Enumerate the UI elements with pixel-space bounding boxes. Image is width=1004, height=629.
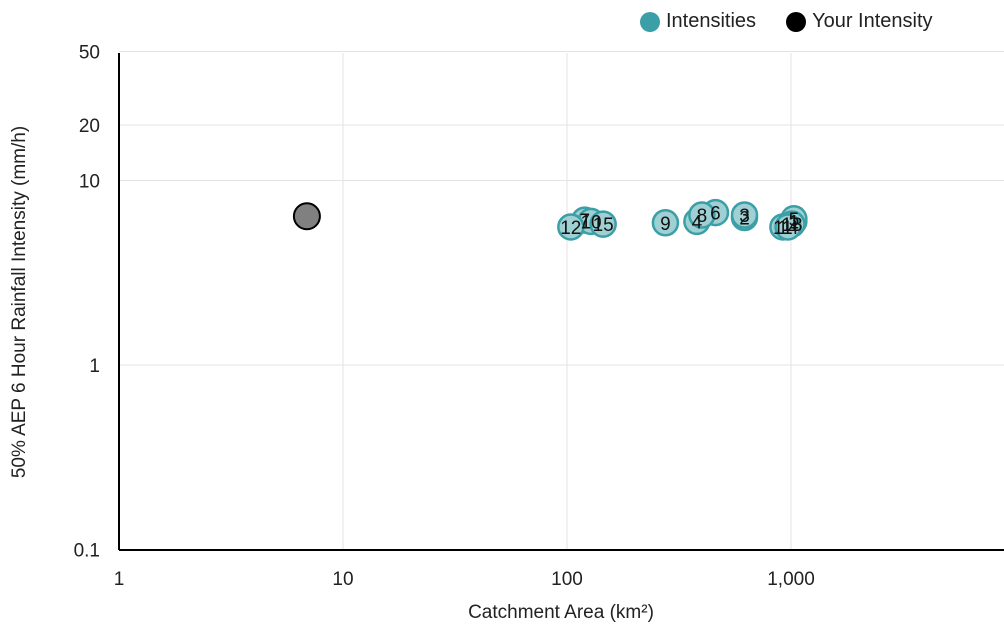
intensity-point-label: 8: [697, 206, 708, 227]
intensity-point-label: 13: [781, 215, 802, 236]
intensity-point-label: 5: [789, 210, 800, 231]
x-tick-label: 100: [551, 569, 583, 590]
legend: Intensities Your Intensity: [640, 10, 963, 33]
y-tick-label: 1: [89, 356, 100, 377]
x-tick-label: 1,000: [767, 569, 815, 590]
axes: [118, 53, 1004, 551]
legend-item-your-intensity[interactable]: Your Intensity: [786, 10, 933, 33]
intensity-point-label: 10: [580, 212, 601, 233]
intensity-point-label: 12: [560, 218, 581, 239]
x-tick-label: 1: [114, 569, 125, 590]
your-intensity-point: [292, 202, 321, 231]
intensity-point: [730, 201, 759, 229]
intensity-point-label: 7: [579, 211, 590, 232]
intensity-point: [651, 209, 680, 237]
x-axis-title: Catchment Area (km²): [468, 602, 654, 623]
intensities-marker-icon: [640, 11, 660, 32]
intensity-point-label: 3: [739, 206, 750, 227]
x-tick-label: 10: [332, 569, 353, 590]
y-tick-label: 10: [79, 172, 100, 193]
legend-label-your-intensity: Your Intensity: [812, 10, 933, 32]
intensity-point-label: 4: [692, 212, 703, 233]
intensity-point-label: 6: [710, 204, 721, 225]
y-tick-label: 0.1: [74, 541, 100, 562]
y-tick-label: 20: [79, 116, 100, 137]
intensity-point-label: 9: [660, 214, 671, 235]
intensity-point: [774, 213, 802, 241]
intensity-point: [589, 210, 617, 238]
legend-label-intensities: Intensities: [666, 10, 757, 32]
y-axis-title: 50% AEP 6 Hour Rainfall Intensity (mm/h): [9, 126, 30, 478]
legend-item-intensities[interactable]: Intensities: [640, 10, 756, 33]
intensity-point-label: 15: [593, 215, 614, 236]
tick-labels: 1 10 100 1,000 0.1 1 10 20 50: [74, 43, 815, 590]
intensity-point-label: 1: [789, 212, 800, 233]
grid-lines: [119, 51, 1004, 550]
intensity-point: [688, 201, 716, 229]
y-tick-label: 50: [79, 43, 100, 64]
intensity-point-label: 2: [739, 209, 750, 230]
intensity-point: [557, 213, 585, 241]
intensity-point-label: 11: [773, 218, 793, 239]
intensity-point-label: 14: [777, 218, 799, 239]
your-intensity-marker-icon: [786, 11, 807, 32]
